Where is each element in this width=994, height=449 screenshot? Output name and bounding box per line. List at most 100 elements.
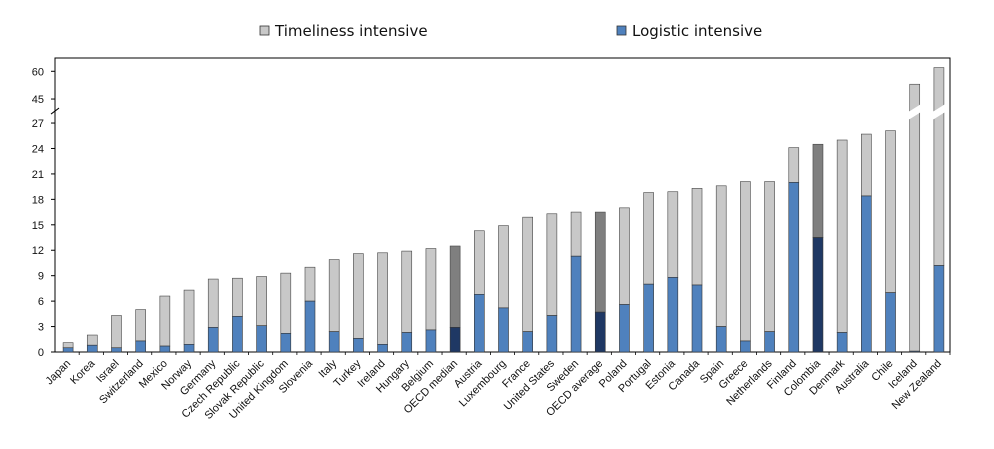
bar-logistic xyxy=(546,315,558,353)
bar-timeliness xyxy=(667,191,679,278)
bar-logistic xyxy=(498,307,509,353)
bar-logistic xyxy=(256,325,267,353)
y-axis-break-mark xyxy=(50,107,60,115)
bar-logistic xyxy=(425,329,437,353)
bar-logistic xyxy=(183,344,195,353)
bar-timeliness xyxy=(135,309,146,342)
y-tick-label: 60 xyxy=(32,66,44,78)
bar-logistic xyxy=(788,182,800,353)
legend-swatch-timeliness xyxy=(259,25,270,36)
bar-logistic xyxy=(740,340,751,353)
bar-logistic xyxy=(280,333,292,353)
y-tick-label: 12 xyxy=(32,245,44,257)
bar-logistic xyxy=(304,300,316,353)
bar-timeliness xyxy=(836,139,848,333)
bar-timeliness xyxy=(401,250,413,333)
bar-logistic xyxy=(570,255,582,353)
bar-timeliness xyxy=(691,188,703,286)
bar-timeliness xyxy=(909,83,921,352)
bar-logistic xyxy=(691,284,703,353)
bar-timeliness xyxy=(643,192,654,285)
bar-timeliness xyxy=(619,207,630,305)
bar-timeliness xyxy=(788,147,800,183)
y-tick-label: 15 xyxy=(32,220,44,232)
bar-timeliness xyxy=(425,248,437,331)
y-tick-label: 3 xyxy=(38,322,44,334)
bar-timeliness xyxy=(111,315,122,349)
bar-timeliness xyxy=(764,181,775,332)
legend-item-timeliness: Timeliness intensive xyxy=(259,22,428,40)
y-tick-label: 45 xyxy=(32,94,44,106)
bar-timeliness xyxy=(183,289,195,345)
bar-timeliness xyxy=(594,211,606,313)
bar-logistic xyxy=(353,338,364,353)
bar-timeliness xyxy=(62,342,74,349)
bar-timeliness xyxy=(885,130,896,293)
bar-logistic xyxy=(594,311,606,353)
bar-logistic xyxy=(909,350,921,353)
bar-logistic xyxy=(62,347,74,353)
bar-timeliness xyxy=(546,213,558,316)
legend-swatch-logistic xyxy=(616,25,627,36)
bar-break-mark xyxy=(930,103,947,122)
bar-logistic xyxy=(933,265,945,353)
y-axis: 0 3 6 9 12 15 18 21 24 27 45 60 xyxy=(32,66,60,359)
category-label: Japan xyxy=(44,358,74,388)
bar-logistic xyxy=(401,332,413,353)
bar-timeliness xyxy=(328,259,340,332)
bar-timeliness xyxy=(377,252,388,345)
legend-label-timeliness: Timeliness intensive xyxy=(274,22,428,40)
bar-timeliness xyxy=(304,266,316,302)
y-tick-label: 24 xyxy=(32,143,44,155)
bar-logistic xyxy=(207,327,219,353)
bar-timeliness xyxy=(256,276,267,327)
bar-logistic xyxy=(232,316,243,353)
bar-logistic xyxy=(159,345,171,353)
bar-logistic xyxy=(449,327,461,353)
legend-item-logistic: Logistic intensive xyxy=(616,22,762,40)
bar-timeliness xyxy=(933,67,945,266)
bar-logistic xyxy=(135,340,146,353)
y-tick-label: 9 xyxy=(38,271,44,283)
y-tick-label: 6 xyxy=(38,296,44,308)
x-axis-labels: JapanKoreaIsraelSwitzerlandMexicoNorwayG… xyxy=(44,352,951,422)
bar-timeliness xyxy=(740,181,751,342)
bar-logistic xyxy=(643,283,654,353)
y-tick-label: 0 xyxy=(38,347,44,359)
bars xyxy=(62,67,947,353)
bar-logistic xyxy=(328,331,340,353)
bar-logistic xyxy=(764,331,775,353)
bar-timeliness xyxy=(159,295,171,347)
bar-logistic xyxy=(86,344,98,353)
bar-logistic xyxy=(474,294,485,353)
y-tick-label: 27 xyxy=(32,118,44,130)
bar-timeliness xyxy=(715,185,727,327)
bar-timeliness xyxy=(207,278,219,328)
y-tick-label: 21 xyxy=(32,169,44,181)
category-label: Korea xyxy=(68,357,98,387)
bar-logistic xyxy=(522,331,533,353)
bar-logistic xyxy=(812,237,824,353)
legend-label-logistic: Logistic intensive xyxy=(632,22,762,40)
bar-logistic xyxy=(715,326,727,353)
y-tick-label: 18 xyxy=(32,194,44,206)
bar-timeliness xyxy=(86,334,98,346)
bar-timeliness xyxy=(232,277,243,317)
bar-logistic xyxy=(111,347,122,353)
bar-logistic xyxy=(619,304,630,353)
bar-timeliness xyxy=(474,230,485,295)
bar-timeliness xyxy=(280,272,292,334)
bar-logistic xyxy=(885,292,896,353)
bar-timeliness xyxy=(861,133,872,197)
bar-timeliness xyxy=(812,143,824,238)
bar-logistic xyxy=(377,344,388,353)
bar-logistic xyxy=(836,332,848,353)
bar-logistic xyxy=(861,195,872,353)
bar-logistic xyxy=(667,277,679,353)
bar-timeliness xyxy=(353,253,364,339)
legend: Timeliness intensive Logistic intensive xyxy=(259,22,762,40)
bar-break-mark xyxy=(906,103,923,122)
bar-timeliness xyxy=(498,225,509,309)
bar-timeliness xyxy=(522,216,533,332)
